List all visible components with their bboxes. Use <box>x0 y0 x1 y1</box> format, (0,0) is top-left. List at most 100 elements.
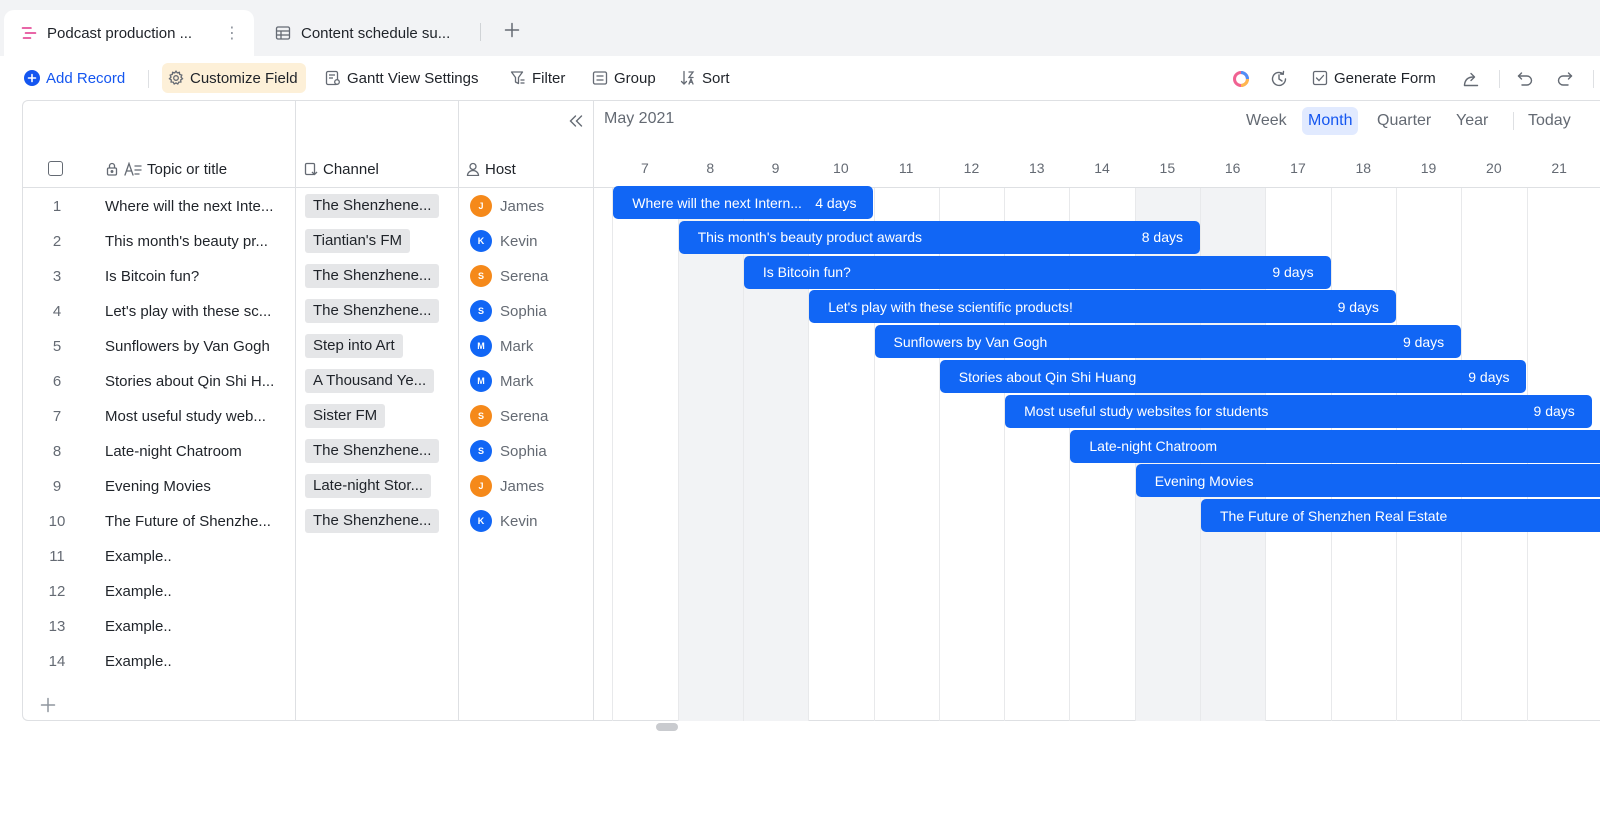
topic-cell[interactable]: Most useful study web... <box>105 408 266 425</box>
table-row[interactable]: 5 Sunflowers by Van Gogh Step into Art M Mar… <box>22 329 593 364</box>
channel-tag[interactable]: The Shenzhene... <box>305 439 440 463</box>
topic-cell[interactable]: This month's beauty pr... <box>105 233 268 250</box>
gantt-task-bar[interactable]: Stories about Qin Shi Huang 9 days <box>939 360 1527 393</box>
tab-content-schedule[interactable]: Content schedule su... <box>258 10 478 56</box>
topic-cell[interactable]: Let's play with these sc... <box>105 303 272 320</box>
table-row[interactable]: 1 Where will the next Inte... The Shenzhen… <box>22 189 593 224</box>
scale-month-button[interactable]: Month <box>1302 107 1359 135</box>
column-header-topic[interactable]: Topic or title <box>105 158 227 180</box>
gantt-task-bar[interactable]: Where will the next Intern... 4 days <box>613 186 874 219</box>
table-row[interactable]: 13 Example.. <box>22 609 593 644</box>
topic-cell[interactable]: Sunflowers by Van Gogh <box>105 338 270 355</box>
gantt-month-label: May 2021 <box>604 110 675 127</box>
add-row-icon[interactable] <box>38 695 58 715</box>
gantt-day-label: 12 <box>963 160 980 176</box>
gantt-task-bar[interactable]: Is Bitcoin fun? 9 days <box>743 255 1331 289</box>
gantt-bar-duration: 9 days <box>1337 298 1379 315</box>
channel-tag[interactable]: Step into Art <box>305 334 403 358</box>
tab-podcast-production[interactable]: Podcast production ... ⋮ <box>4 10 254 56</box>
channel-tag[interactable]: The Shenzhene... <box>305 299 440 323</box>
table-row[interactable]: 7 Most useful study web... Sister FM S Seren… <box>22 399 593 434</box>
channel-tag[interactable]: The Shenzhene... <box>305 509 440 533</box>
topic-cell[interactable]: Example.. <box>105 583 172 600</box>
table-row[interactable]: 2 This month's beauty pr... Tiantian's FM K… <box>22 224 593 259</box>
redo-icon[interactable] <box>1556 70 1574 88</box>
gantt-task-bar[interactable]: Evening Movies <box>1135 464 1600 498</box>
topic-cell[interactable]: Example.. <box>105 618 172 635</box>
table-grid-icon <box>274 24 292 42</box>
channel-tag[interactable]: Late-night Stor... <box>305 474 432 498</box>
select-all-checkbox[interactable] <box>48 161 63 176</box>
table-row[interactable]: 10 The Future of Shenzhe... The Shenzhene.… <box>22 504 593 539</box>
table-row[interactable]: 3 Is Bitcoin fun? The Shenzhene... S Serena <box>22 259 593 294</box>
host-cell[interactable]: J James <box>470 475 544 497</box>
assistant-ring-icon[interactable] <box>1232 70 1250 88</box>
table-row[interactable]: 4 Let's play with these sc... The Shenzhen… <box>22 294 593 329</box>
table-row[interactable]: 12 Example.. <box>22 574 593 609</box>
row-number: 13 <box>48 618 66 635</box>
channel-tag[interactable]: Tiantian's FM <box>305 229 410 253</box>
channel-tag[interactable]: Sister FM <box>305 404 386 428</box>
filter-button[interactable]: Filter <box>510 63 565 93</box>
topic-cell[interactable]: Is Bitcoin fun? <box>105 268 200 285</box>
gantt-task-bar[interactable]: Let's play with these scientific product… <box>809 290 1396 324</box>
undo-icon[interactable] <box>1516 70 1534 88</box>
host-cell[interactable]: J James <box>470 195 544 217</box>
share-icon[interactable] <box>1462 70 1480 88</box>
topic-cell[interactable]: Example.. <box>105 653 172 670</box>
today-button[interactable]: Today <box>1528 112 1571 129</box>
topic-cell[interactable]: Example.. <box>105 548 172 565</box>
host-cell[interactable]: S Serena <box>470 265 548 287</box>
table-row[interactable]: 8 Late-night Chatroom The Shenzhene... S Sop… <box>22 434 593 469</box>
host-cell[interactable]: K Kevin <box>470 510 538 532</box>
gantt-view-settings-button[interactable]: Gantt View Settings <box>325 63 478 93</box>
topic-cell[interactable]: Where will the next Inte... <box>105 198 274 215</box>
host-cell[interactable]: S Sophia <box>470 440 547 462</box>
scale-year-button[interactable]: Year <box>1456 112 1489 129</box>
scale-week-button[interactable]: Week <box>1246 112 1287 129</box>
table-row[interactable]: 11 Example.. <box>22 539 593 574</box>
host-cell[interactable]: M Mark <box>470 335 533 357</box>
gantt-day-label: 18 <box>1355 160 1372 176</box>
topic-cell[interactable]: Stories about Qin Shi H... <box>105 373 275 390</box>
gantt-task-bar[interactable]: Sunflowers by Van Gogh 9 days <box>874 325 1462 359</box>
row-number: 10 <box>48 513 66 530</box>
column-header-host[interactable]: Host <box>466 158 516 180</box>
host-cell[interactable]: K Kevin <box>470 230 538 252</box>
host-cell[interactable]: S Sophia <box>470 300 547 322</box>
gantt-task-bar[interactable]: This month's beauty product awards 8 days <box>678 220 1200 254</box>
customize-field-button[interactable]: Customize Field <box>162 63 306 93</box>
add-tab-icon[interactable] <box>500 18 524 42</box>
sort-button[interactable]: Sort <box>680 63 730 93</box>
topic-cell[interactable]: Evening Movies <box>105 478 211 495</box>
gantt-day-label: 19 <box>1420 160 1437 176</box>
table-row[interactable]: 6 Stories about Qin Shi H... A Thousand Ye… <box>22 364 593 399</box>
gantt-task-bar[interactable]: The Future of Shenzhen Real Estate <box>1201 499 1600 533</box>
channel-tag[interactable]: A Thousand Ye... <box>305 369 435 393</box>
host-cell[interactable]: S Serena <box>470 405 548 427</box>
more-vertical-icon[interactable]: ⋮ <box>224 25 240 42</box>
add-record-button[interactable]: Add Record <box>24 63 125 93</box>
collapse-table-icon[interactable] <box>566 111 586 131</box>
topic-cell[interactable]: Late-night Chatroom <box>105 443 242 460</box>
gantt-task-bar[interactable]: Late-night Chatroom <box>1070 429 1600 463</box>
topic-cell[interactable]: The Future of Shenzhe... <box>105 513 271 530</box>
host-cell[interactable]: M Mark <box>470 370 533 392</box>
table-row[interactable]: 9 Evening Movies Late-night Stor... J James <box>22 469 593 504</box>
gantt-task-bar[interactable]: Most useful study websites for students 9… <box>1005 394 1592 428</box>
form-check-icon <box>1312 70 1328 86</box>
host-name: Serena <box>500 407 549 425</box>
channel-tag[interactable]: The Shenzhene... <box>305 194 440 218</box>
generate-form-label: Generate Form <box>1334 69 1436 87</box>
group-button[interactable]: Group <box>592 63 656 93</box>
add-record-label: Add Record <box>46 69 126 87</box>
table-row[interactable]: 14 Example.. <box>22 644 593 679</box>
host-name: James <box>500 197 545 215</box>
gantt-bar-title: Let's play with these scientific product… <box>828 298 1073 315</box>
generate-form-button[interactable]: Generate Form <box>1312 63 1436 93</box>
scale-quarter-button[interactable]: Quarter <box>1377 112 1432 129</box>
history-icon[interactable] <box>1270 70 1288 88</box>
column-header-channel[interactable]: Channel <box>304 158 379 180</box>
channel-tag[interactable]: The Shenzhene... <box>305 264 440 288</box>
horizontal-scrollbar[interactable] <box>656 723 678 731</box>
